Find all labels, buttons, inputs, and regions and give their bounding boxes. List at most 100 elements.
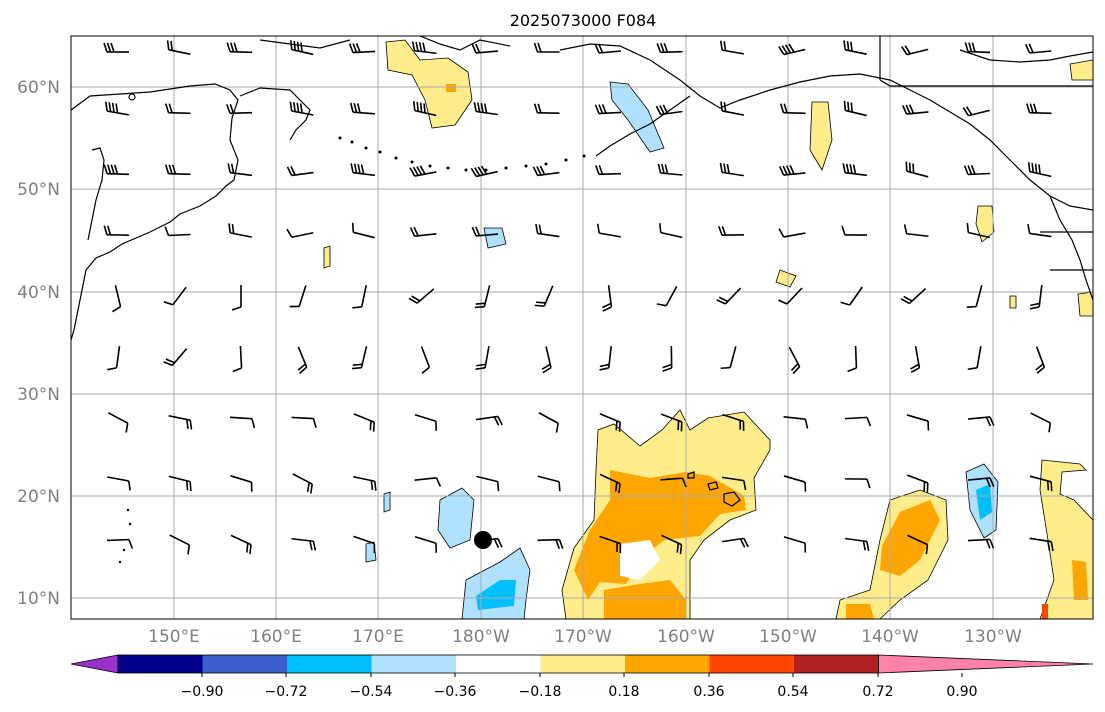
wind-barb	[163, 286, 187, 306]
coast-canada-lake	[1040, 231, 1093, 271]
wind-barb	[476, 475, 500, 492]
wind-barb	[900, 287, 927, 305]
wind-barb	[843, 100, 867, 117]
shade-aleutian-orange	[446, 84, 456, 92]
coast-kamchatka	[71, 83, 239, 341]
wind-barb	[844, 416, 872, 427]
lon-labels: 150°E 160°E 170°E 180°W 170°W 160°W 150°…	[148, 627, 1022, 647]
coast-canada	[1049, 195, 1093, 301]
wind-barb	[353, 413, 375, 432]
wind-barb	[535, 223, 560, 238]
lon-label: 160°E	[250, 627, 302, 647]
wind-barb	[1030, 412, 1052, 433]
wind-barb	[1029, 284, 1043, 310]
lon-label: 130°W	[964, 627, 1022, 647]
wind-barb	[353, 475, 377, 491]
wind-barb	[1027, 162, 1052, 178]
wind-barb	[662, 345, 673, 372]
wind-barb	[289, 285, 307, 308]
wind-barb	[722, 537, 749, 548]
shade-small-yellow-40	[775, 269, 797, 288]
shade-bering-blue	[609, 81, 665, 153]
wind-barb	[413, 101, 437, 117]
coast-hawaii-maui	[707, 481, 719, 491]
wind-barb	[112, 285, 122, 313]
wind-barb	[471, 43, 499, 54]
colorbar-frame	[117, 654, 879, 674]
wind-barb	[164, 164, 191, 176]
wind-barb	[1035, 346, 1046, 374]
coast-hawaii-big	[723, 491, 741, 507]
colorbar-segment	[709, 655, 795, 673]
wind-barb	[104, 101, 129, 116]
wind-barb	[844, 478, 871, 489]
wind-barb	[778, 43, 806, 56]
wind-barb	[537, 538, 564, 549]
wind-barb	[661, 534, 683, 555]
wind-barb	[103, 164, 130, 176]
wind-barb	[350, 163, 376, 177]
shade-nw-yellow-right	[1069, 59, 1093, 81]
wind-barb	[602, 284, 613, 312]
colorbar-extend-high	[878, 654, 1094, 674]
colorbar-tick-label: 0.72	[862, 684, 893, 700]
colorbar-segment	[540, 655, 626, 673]
wind-barb	[408, 288, 435, 304]
lon-label: 170°W	[554, 627, 612, 647]
wind-barb	[964, 42, 991, 54]
wind-barbs	[103, 40, 1054, 555]
shade-far-east-orange	[1072, 560, 1088, 600]
colorbar-tick-label: −0.90	[181, 684, 224, 700]
lon-label: 160°W	[657, 627, 715, 647]
wind-barb	[660, 413, 683, 432]
shade-blue-dateline	[437, 487, 475, 549]
wind-barb	[533, 103, 560, 114]
wind-barb	[594, 104, 622, 115]
wind-barb	[656, 285, 678, 307]
wind-barb	[594, 165, 622, 176]
lat-label: 10°N	[17, 589, 60, 609]
wind-barb	[538, 412, 559, 433]
colorbar-tick-label: 0.36	[693, 684, 724, 700]
wind-barb	[720, 101, 744, 116]
wind-barb	[348, 43, 376, 54]
wind-barb	[532, 165, 560, 177]
wind-barb	[1026, 103, 1052, 115]
wind-barb	[967, 416, 995, 427]
figure-title: 2025073000 F084	[510, 11, 657, 30]
wind-barb	[476, 415, 503, 426]
map-frame	[70, 35, 1094, 620]
wind-barb	[906, 474, 929, 493]
coast-alaska-pen	[595, 95, 691, 157]
wind-barb	[599, 413, 621, 432]
shade-small-blue-45	[483, 227, 507, 249]
wind-barb	[788, 346, 801, 375]
wind-barb	[910, 346, 921, 374]
wind-barb	[228, 223, 252, 238]
wind-barb	[962, 106, 990, 117]
wind-barb	[718, 225, 745, 237]
colorbar-labels: −0.90 −0.72 −0.54 −0.36 −0.18 0.18 0.36 …	[181, 684, 978, 700]
lat-labels: 60°N 50°N 40°N 30°N 20°N 10°N	[17, 78, 60, 609]
wind-barb	[1029, 475, 1053, 492]
colorbar-segment	[287, 655, 372, 673]
wind-barb	[719, 40, 744, 55]
wind-barb	[286, 166, 314, 177]
colorbar-tick-label: −0.72	[265, 684, 308, 700]
wind-barb	[292, 473, 314, 494]
wind-barb	[349, 102, 376, 115]
wind-barb	[168, 415, 193, 430]
wind-barb	[473, 102, 499, 116]
wind-barb	[103, 225, 130, 237]
wind-barb	[778, 287, 803, 305]
wind-barb	[720, 346, 737, 370]
wind-barb	[474, 285, 491, 309]
wind-barb	[103, 42, 130, 53]
lat-label: 50°N	[17, 180, 60, 200]
wind-barb	[783, 416, 809, 429]
wind-barb	[414, 535, 438, 553]
colorbar-segment	[202, 655, 288, 673]
wind-barb	[905, 161, 929, 178]
wind-barb	[471, 226, 499, 237]
